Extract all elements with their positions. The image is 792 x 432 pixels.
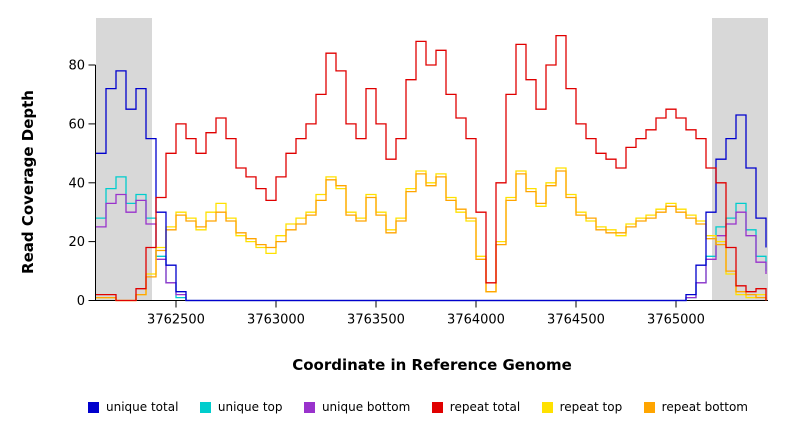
legend-label: repeat top <box>559 400 623 414</box>
series-line-repeat-total <box>96 34 767 302</box>
legend-label: repeat total <box>449 400 521 414</box>
chart-legend: unique total unique top unique bottom repea… <box>88 398 748 416</box>
legend-label: unique bottom <box>321 400 411 414</box>
legend-swatch <box>541 401 553 413</box>
y-tick-label: 40 <box>68 176 85 191</box>
legend-item: repeat top <box>541 400 623 414</box>
legend-label: unique total <box>106 400 179 414</box>
legend-swatch <box>431 401 443 413</box>
legend-item: repeat total <box>431 400 521 414</box>
y-tick-label: 0 <box>77 294 85 309</box>
y-tick-label: 20 <box>68 235 85 250</box>
legend-swatch <box>643 401 655 413</box>
legend-item: unique top <box>199 400 283 414</box>
series-line-repeat-bottom <box>96 170 767 302</box>
x-tick-label: 3762500 <box>147 313 205 328</box>
series-line-repeat-top <box>96 167 767 302</box>
series-line-unique-top <box>96 176 767 302</box>
y-axis-title: Read Coverage Depth <box>19 90 37 274</box>
legend-label: repeat bottom <box>661 400 748 414</box>
legend-swatch <box>199 401 211 413</box>
legend-item: unique bottom <box>303 400 411 414</box>
y-tick-label: 80 <box>68 59 85 74</box>
series-line-unique-total <box>96 70 767 302</box>
legend-item: unique total <box>88 400 178 414</box>
y-tick-label: 60 <box>68 117 85 132</box>
x-tick-label: 3765000 <box>647 313 705 328</box>
x-tick-label: 3764500 <box>547 313 605 328</box>
x-tick-label: 3763500 <box>347 313 405 328</box>
x-tick-label: 3764000 <box>447 313 505 328</box>
shaded-region <box>96 18 152 301</box>
x-axis-title: Coordinate in Reference Genome <box>292 356 572 374</box>
legend-label: unique top <box>217 400 283 414</box>
x-tick-label: 3763000 <box>247 313 305 328</box>
legend-item: repeat bottom <box>643 400 748 414</box>
legend-swatch <box>303 401 315 413</box>
legend-swatch <box>88 401 99 413</box>
